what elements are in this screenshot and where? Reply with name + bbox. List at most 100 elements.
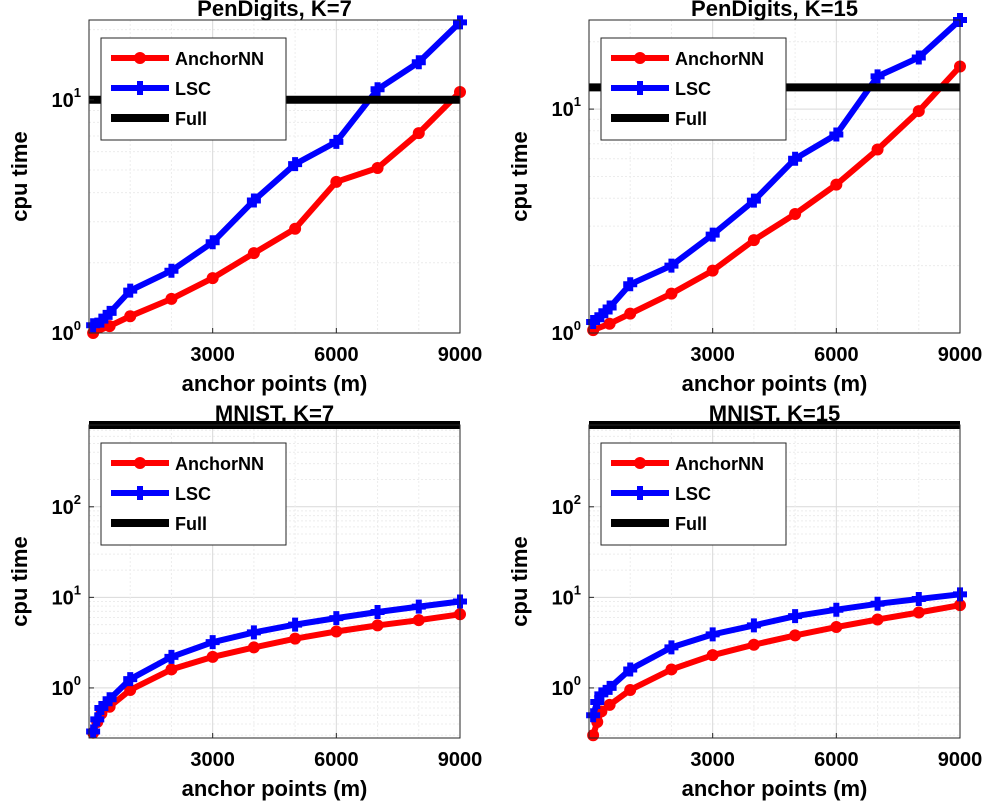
data-point: [664, 258, 679, 273]
data-point: [603, 317, 616, 330]
chart-title: MNIST, K=15: [709, 401, 840, 426]
data-point: [246, 193, 261, 208]
data-point: [602, 300, 617, 315]
y-axis-label: cpu time: [507, 536, 532, 626]
data-point: [870, 69, 885, 84]
data-point: [830, 178, 843, 191]
data-point: [665, 287, 678, 300]
data-point: [747, 638, 760, 651]
y-axis-label: cpu time: [7, 536, 32, 626]
y-tick-label: 102: [52, 492, 81, 519]
chart-panel-2: 3000 6000 9000 100 101 PenDigits, K=15 anchor …: [507, 0, 982, 396]
legend-label: LSC: [175, 79, 211, 99]
legend-label: LSC: [175, 484, 211, 504]
legend-marker: [134, 457, 146, 469]
data-point: [247, 247, 260, 260]
data-point: [911, 50, 926, 65]
data-point: [205, 235, 220, 250]
legend-item: AnchorNN: [111, 454, 264, 474]
axes-box: [88, 19, 461, 334]
data-point: [123, 672, 138, 687]
data-point: [94, 701, 109, 716]
y-tick-label: 100: [552, 673, 581, 700]
legend-item: AnchorNN: [611, 49, 764, 69]
chart-title: MNIST, K=7: [215, 401, 334, 426]
data-point: [746, 618, 761, 633]
legend-label: LSC: [675, 79, 711, 99]
legend: AnchorNN LSC Full: [100, 442, 287, 546]
data-point: [289, 222, 302, 235]
legend-marker: [133, 81, 147, 95]
legend-label: AnchorNN: [175, 49, 264, 69]
x-axis-label: anchor points (m): [182, 776, 368, 801]
data-point: [164, 649, 179, 664]
data-point: [624, 307, 637, 320]
legend-item: AnchorNN: [611, 454, 764, 474]
data-point: [624, 683, 637, 696]
data-point: [594, 687, 609, 702]
legend-item: LSC: [111, 79, 211, 99]
data-point: [329, 134, 344, 149]
series-anchornn: [587, 60, 966, 337]
y-tick-label: 101: [52, 85, 81, 112]
data-point: [603, 698, 616, 711]
y-tick-label: 100: [552, 318, 581, 345]
data-point: [746, 193, 761, 208]
legend-label: AnchorNN: [675, 49, 764, 69]
chart-panel-1: 3000 6000 9000 100 101 PenDigits, K=7 anchor p…: [7, 0, 482, 396]
data-point: [870, 596, 885, 611]
legend: AnchorNN LSC Full: [600, 37, 787, 141]
data-point: [829, 127, 844, 142]
data-point: [747, 234, 760, 247]
data-point: [912, 606, 925, 619]
x-tick-label: 6000: [814, 749, 859, 771]
data-point: [871, 143, 884, 156]
data-point: [124, 683, 137, 696]
legend-item: LSC: [611, 79, 711, 99]
data-point: [623, 662, 638, 677]
axes-box: [588, 424, 961, 739]
data-point: [86, 318, 101, 333]
data-point: [206, 650, 219, 663]
chart-title: PenDigits, K=15: [691, 0, 858, 21]
legend: AnchorNN LSC Full: [100, 37, 287, 141]
legend-marker: [134, 52, 146, 64]
data-point: [164, 263, 179, 278]
x-tick-label: 3000: [690, 344, 735, 366]
series-lsc: [86, 15, 467, 333]
data-point: [788, 609, 803, 624]
data-point: [94, 313, 109, 328]
chart-panel-4: 3000 6000 9000 100 101 102 MNIST, K=15 anchor p…: [507, 401, 982, 801]
legend-label: Full: [675, 109, 707, 129]
y-tick-label: 100: [52, 673, 81, 700]
data-point: [371, 162, 384, 175]
x-tick-label: 9000: [938, 749, 983, 771]
x-tick-label: 3000: [190, 749, 235, 771]
y-axis-label: cpu time: [507, 131, 532, 221]
legend-label: Full: [175, 514, 207, 534]
data-point: [911, 591, 926, 606]
data-point: [370, 82, 385, 97]
data-point: [330, 175, 343, 188]
data-point: [594, 308, 609, 323]
data-point: [789, 208, 802, 221]
data-point: [329, 611, 344, 626]
data-point: [623, 277, 638, 292]
data-point: [788, 151, 803, 166]
legend-label: AnchorNN: [175, 454, 264, 474]
y-tick-label: 101: [52, 582, 81, 609]
data-point: [912, 105, 925, 118]
legend-marker: [634, 52, 646, 64]
data-point: [330, 625, 343, 638]
data-point: [371, 619, 384, 632]
data-point: [288, 617, 303, 632]
data-point: [411, 55, 426, 70]
data-point: [165, 663, 178, 676]
data-point: [830, 621, 843, 634]
y-tick-label: 101: [552, 94, 581, 121]
data-point: [586, 708, 601, 723]
x-tick-label: 6000: [314, 344, 359, 366]
x-tick-label: 9000: [938, 344, 983, 366]
data-point: [90, 712, 105, 727]
